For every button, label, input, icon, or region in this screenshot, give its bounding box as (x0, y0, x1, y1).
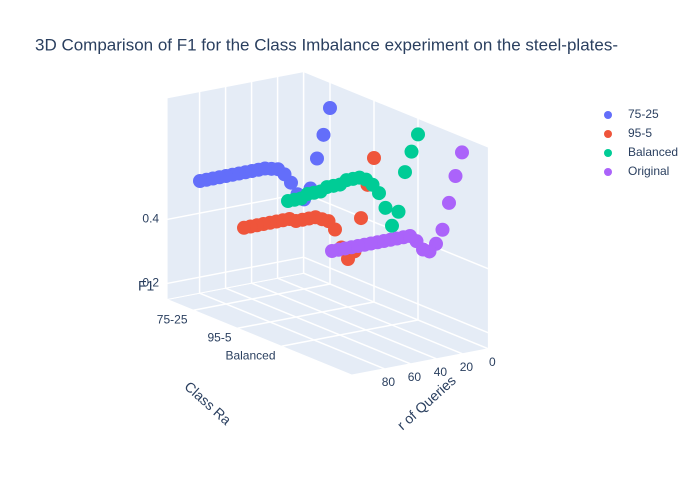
legend-marker (604, 111, 612, 119)
y-tick-label: 75-25 (157, 312, 188, 326)
grid-line (277, 277, 463, 355)
marker (435, 222, 450, 237)
x-tick-label: 80 (382, 375, 396, 389)
grid-line (199, 292, 385, 370)
marker (325, 244, 339, 258)
scene-marks (193, 101, 469, 266)
marker (310, 151, 324, 166)
x-tick-label: 20 (460, 360, 474, 374)
marker (411, 127, 425, 142)
marker (323, 101, 337, 115)
grid-line (166, 256, 304, 285)
z-tick-label: 0.4 (142, 212, 159, 226)
legend-label: Original (628, 164, 669, 178)
grid-line (193, 283, 331, 311)
side-pane (166, 70, 305, 301)
marker (378, 200, 393, 215)
marker (237, 220, 251, 235)
scene-labels: 0.2 0.4 0 20 40 60 80 75-25 95-5 Balanced (142, 212, 496, 389)
grid-line (303, 272, 489, 350)
legend-marker (604, 149, 612, 157)
grid-line (281, 319, 419, 347)
marker (193, 174, 207, 188)
marker (404, 144, 419, 159)
legend-label: 75-25 (628, 107, 659, 121)
marker (455, 145, 469, 160)
grid-line (303, 256, 489, 334)
grid-line (251, 282, 437, 360)
legend: 75-25 95-5 Balanced Original (604, 107, 678, 178)
marker (442, 195, 456, 210)
z-tick-label: 0.2 (142, 276, 159, 290)
x-axis-title: r of Queries (394, 372, 459, 433)
legend-label: Balanced (628, 145, 678, 159)
chart-title: 3D Comparison of F1 for the Class Imbala… (35, 35, 618, 54)
z-axis-title: F1 (138, 278, 155, 294)
legend-label: 95-5 (628, 126, 652, 140)
legend-marker (604, 168, 612, 176)
marker (367, 151, 381, 165)
marker (385, 218, 399, 233)
marker (448, 169, 463, 184)
marker (398, 165, 412, 180)
y-axis-title: Class Ra (182, 378, 235, 428)
x-tick-label: 60 (408, 370, 422, 384)
grid-line (225, 287, 411, 365)
x-tick-label: 40 (434, 365, 448, 379)
marker (354, 211, 368, 226)
grid-line (237, 301, 375, 329)
marker (341, 252, 355, 266)
grid-line (166, 192, 304, 221)
marker (281, 194, 295, 208)
y-tick-label: 95-5 (207, 330, 231, 344)
legend-marker (604, 130, 612, 138)
marker (316, 127, 331, 142)
y-tick-label: Balanced (225, 348, 275, 362)
marker (391, 204, 406, 219)
x-tick-label: 0 (489, 355, 496, 369)
